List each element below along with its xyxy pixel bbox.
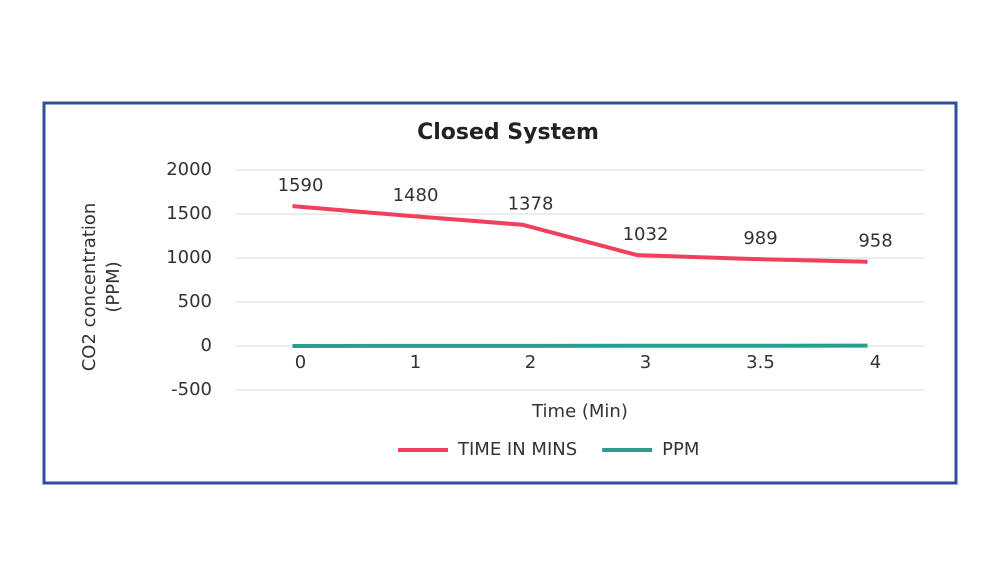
- y-tick-label: -500: [171, 379, 212, 400]
- y-tick-label: 0: [201, 335, 212, 356]
- y-axis-title: CO2 concentration (PPM): [79, 203, 124, 372]
- x-axis-title: Time (Min): [531, 401, 628, 422]
- x-tick-label: 4: [870, 352, 881, 373]
- y-tick-label: 1000: [166, 247, 212, 268]
- data-label: 1378: [508, 194, 554, 215]
- data-label: 958: [858, 231, 892, 252]
- legend-label: PPM: [662, 439, 699, 460]
- legend-label: TIME IN MINS: [457, 439, 577, 460]
- data-label: 989: [743, 228, 777, 249]
- y-tick-label: 500: [178, 291, 212, 312]
- series-line: [292, 204, 868, 264]
- y-tick-label: 1500: [166, 203, 212, 224]
- data-label: 1032: [623, 224, 669, 245]
- chart-title: Closed System: [417, 120, 599, 145]
- y-tick-label: 2000: [166, 159, 212, 180]
- x-tick-label: 0: [295, 352, 306, 373]
- data-label: 1480: [393, 185, 439, 206]
- data-label: 1590: [278, 175, 324, 196]
- y-axis-title-line: CO2 concentration: [79, 203, 100, 372]
- x-tick-label: 3: [640, 352, 651, 373]
- x-tick-label: 2: [525, 352, 536, 373]
- x-tick-label: 1: [410, 352, 421, 373]
- chart-frame: [42, 101, 958, 485]
- y-axis-title-line: (PPM): [103, 261, 124, 312]
- x-tick-label: 3.5: [746, 352, 775, 373]
